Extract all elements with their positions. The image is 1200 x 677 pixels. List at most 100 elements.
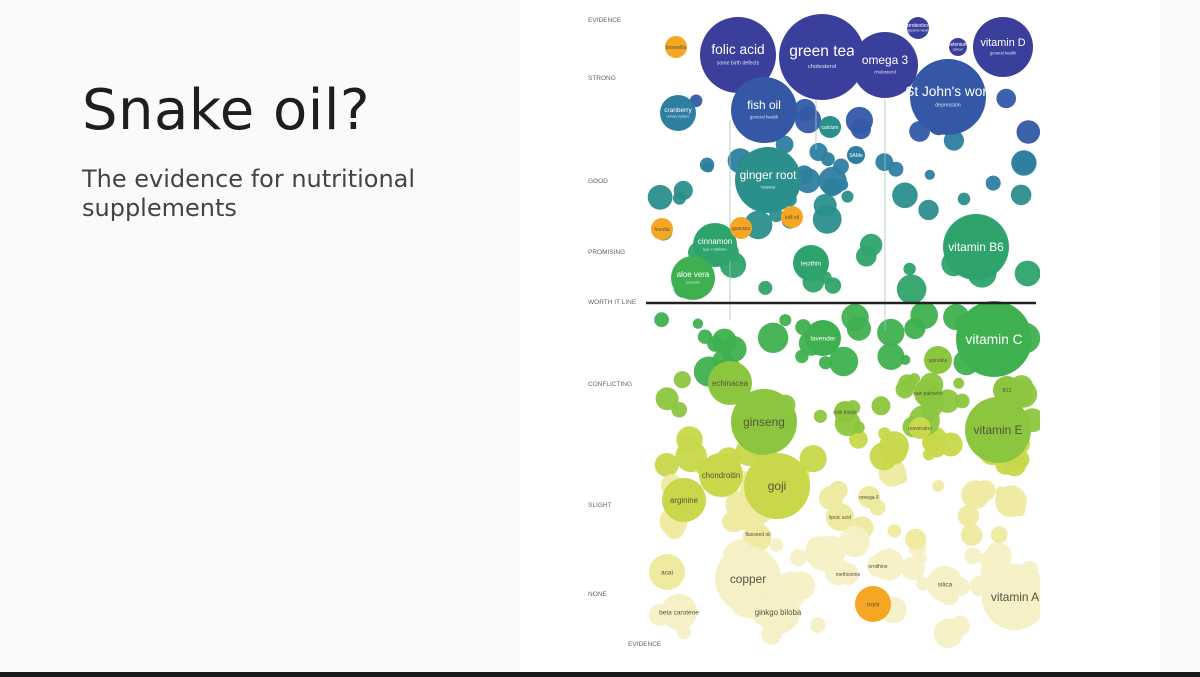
bubble-label: omega 3 [862, 53, 909, 67]
bubble-label: SAMe [849, 153, 863, 159]
filler-bubble [779, 314, 792, 327]
bubble-label: echinacea [712, 379, 749, 388]
bubble-st-john-s-wort: St John's wort depression [905, 59, 991, 135]
bubble-spirulina: spirulina [924, 346, 952, 374]
bubble-label: arginine [670, 496, 699, 505]
filler-bubble [828, 346, 859, 377]
filler-bubble [712, 328, 737, 354]
filler-bubble [896, 274, 927, 305]
filler-bubble [877, 318, 905, 347]
filler-bubble [1013, 150, 1036, 174]
bubble-circle [907, 17, 929, 39]
filler-bubble [932, 480, 945, 492]
y-level-slight: SLIGHT [588, 502, 612, 509]
filler-bubble [673, 180, 693, 201]
filler-bubble [850, 119, 871, 140]
bubble-circle [747, 523, 769, 545]
bubble-circle [649, 554, 685, 590]
bubble-vitamin-b6: vitamin B6 [943, 214, 1009, 280]
bubble-sublabel: urinary system [667, 115, 690, 119]
bubble-label: hoodia [654, 227, 669, 233]
bubble-label: calcium [822, 125, 839, 131]
bubble-circle [826, 503, 854, 531]
bubble-label: krill oil [785, 215, 799, 221]
bubble-arginine: arginine [662, 478, 706, 522]
bubble-circle [693, 223, 737, 267]
filler-bubble [1014, 260, 1040, 287]
bubble-circle [956, 301, 1032, 377]
bubble-label: vitamin B6 [948, 240, 1004, 254]
bubble-label: lavender [811, 335, 837, 342]
y-axis-labels: EVIDENCE STRONG GOOD PROMISING WORTH IT LINE… [588, 17, 662, 648]
bubble-label: ornithine [868, 564, 887, 570]
bubble-circle [855, 586, 891, 622]
filler-bubble [961, 480, 990, 510]
filler-bubble [812, 204, 842, 234]
bubble-circle [858, 486, 880, 508]
filler-bubble [833, 158, 849, 175]
filler-bubble [901, 556, 925, 581]
bubble-circle [699, 453, 743, 497]
filler-bubble [897, 374, 917, 394]
bubble-label: vitamin C [965, 332, 1022, 347]
bubble-label: omega 6 [859, 495, 879, 501]
bubble-hoodia: hoodia [651, 218, 673, 240]
filler-bubble [655, 387, 679, 411]
bubble-sublabel: some birth defects [717, 61, 760, 67]
bubble-circle [665, 36, 687, 58]
filler-bubble [804, 541, 828, 566]
bubble-label: resveratrol [908, 426, 932, 432]
bubble-circle [837, 563, 859, 585]
y-axis-title: EVIDENCE [588, 17, 622, 24]
filler-bubble [905, 528, 927, 550]
y-level-promising: PROMISING [588, 249, 625, 256]
bubble-vitamin-c: vitamin C [956, 301, 1032, 377]
bubble-circle [651, 218, 673, 240]
bubble-circle [730, 217, 752, 239]
y-level-none: NONE [588, 591, 607, 598]
bubble-sublabel: general health [990, 51, 1017, 56]
filler-bubble [987, 541, 1007, 562]
bubble-circle [731, 77, 797, 143]
slide-subtitle: The evidence for nutritional supplements [82, 165, 416, 222]
bubble-circle [852, 32, 918, 98]
bubble-circle [834, 401, 856, 423]
filler-bubble [903, 262, 916, 276]
filler-bubble [654, 452, 679, 477]
bubble-resveratrol: resveratrol [908, 417, 932, 439]
bubble-sublabel: general health [750, 114, 779, 119]
bubble-sublabel: cholesterol [874, 69, 896, 74]
bubble-sublabel: psoriasis [686, 281, 700, 285]
bubble-calcium: calcium [819, 116, 841, 138]
bubble-label: noni [867, 601, 879, 608]
bubble-label: saw palmetto [913, 391, 943, 397]
bubble-lipoic-acid: lipoic acid [826, 503, 854, 531]
filler-bubble [924, 169, 935, 180]
bubble-sublabel: cholesterol [808, 64, 837, 70]
filler-bubble [953, 377, 965, 389]
bubble-vitamin-e: vitamin E [965, 397, 1031, 463]
filler-bubble [790, 549, 808, 567]
filler-bubble [793, 98, 816, 121]
bubble-circle [793, 245, 829, 281]
filler-bubble [758, 280, 773, 295]
bubble-label: silica [938, 581, 953, 588]
filler-bubble [918, 199, 939, 221]
bubble-circle [779, 14, 865, 100]
filler-bubble [1016, 120, 1040, 144]
bubble-label: cranberry [664, 107, 692, 114]
bubble-label: lipoic acid [829, 515, 851, 521]
bubble-goji: goji [744, 453, 810, 519]
filler-bubble [654, 312, 669, 328]
filler-bubble [916, 576, 930, 591]
bubble-label: milk thistle [833, 410, 857, 416]
bubble-label: B12 [1003, 388, 1012, 394]
filler-bubble [887, 524, 901, 538]
bubble-vitamin-a: vitamin A [982, 564, 1040, 630]
bubble-sublabel: type 2 diabetes [703, 248, 727, 252]
bubble-circle [965, 397, 1031, 463]
bubble-circle [910, 59, 986, 135]
bubble-circle [661, 594, 697, 630]
